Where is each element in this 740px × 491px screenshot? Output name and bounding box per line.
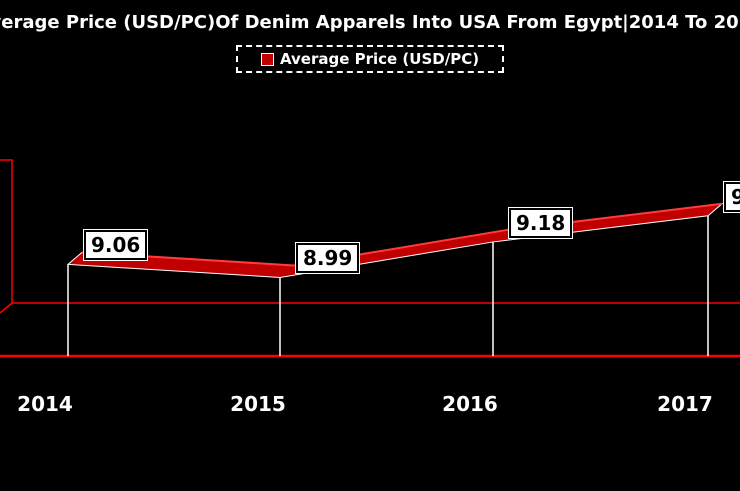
- data-label-2017: 9.32: [722, 180, 740, 213]
- x-tick-label-2016: 2016: [442, 392, 498, 416]
- legend-label: Average Price (USD/PC): [279, 50, 480, 68]
- x-tick-label-2017: 2017: [657, 392, 713, 416]
- chart-title: Average Price (USD/PC)Of Denim Apparels …: [0, 12, 740, 33]
- legend: Average Price (USD/PC): [236, 45, 504, 73]
- legend-swatch: [260, 52, 274, 66]
- series-ribbon-top-edge: [81, 202, 723, 267]
- data-label-2014: 9.06: [82, 229, 149, 262]
- x-tick-label-2014: 2014: [17, 392, 73, 416]
- x-tick-label-2015: 2015: [230, 392, 286, 416]
- back-wall: [0, 159, 13, 314]
- data-label-2016: 9.18: [507, 206, 574, 239]
- data-label-2015: 8.99: [294, 242, 361, 275]
